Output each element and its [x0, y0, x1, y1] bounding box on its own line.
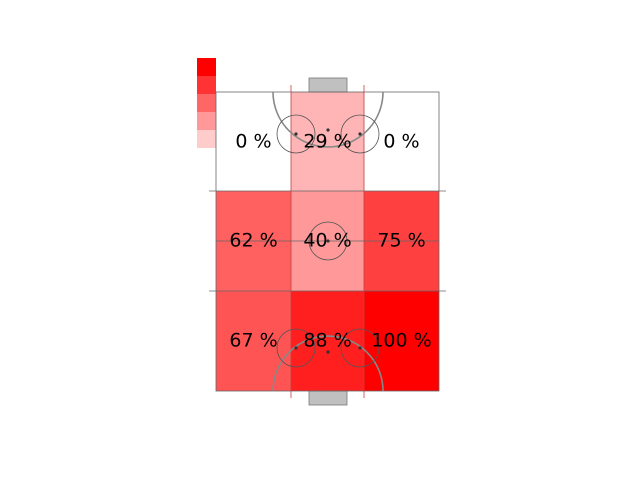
cell-label-r2-c1: 62 % — [229, 230, 277, 252]
top-right-spot — [358, 132, 362, 136]
bottom-goal — [308, 390, 348, 406]
cell-label-r1-c3: 0 % — [383, 131, 419, 153]
legend-swatch-4 — [197, 112, 216, 130]
cell-label-r1-c1: 0 % — [235, 131, 271, 153]
top-left-spot — [294, 132, 298, 136]
legend-swatch-3 — [197, 94, 216, 112]
top-right-faceoff-circle — [340, 114, 380, 154]
cell-label-r2-c3: 75 % — [377, 230, 425, 252]
cell-value-labels: 0 % 29 % 0 % 62 % 40 % 75 % 67 % 88 % 100 % — [229, 131, 431, 352]
heatmap-cell-r3-c3 — [364, 291, 439, 391]
bottom-arc — [272, 335, 384, 392]
bottom-center-spot — [326, 350, 330, 354]
bottom-right-faceoff-circle — [340, 328, 380, 368]
legend-swatch-2 — [197, 76, 216, 94]
cell-label-r3-c3: 100 % — [371, 330, 431, 352]
bottom-left-faceoff-circle — [276, 328, 316, 368]
center-circle — [308, 221, 348, 261]
cell-label-r2-c2: 40 % — [303, 230, 351, 252]
center-spot — [326, 239, 330, 243]
top-left-faceoff-circle — [276, 114, 316, 154]
bottom-left-spot — [294, 346, 298, 350]
cell-label-r3-c1: 67 % — [229, 330, 277, 352]
top-center-spot — [326, 128, 330, 132]
legend-swatch-1 — [197, 58, 216, 76]
pitch-boundary — [215, 91, 440, 392]
cell-label-r1-c2: 29 % — [303, 131, 351, 153]
top-arc — [272, 91, 384, 148]
heatmap-cell-r1-c3 — [364, 92, 439, 191]
cell-label-r3-c2: 88 % — [303, 330, 351, 352]
legend-swatch-5 — [197, 130, 216, 148]
top-goal — [308, 77, 348, 93]
bottom-right-spot — [358, 346, 362, 350]
pitch-markings — [209, 77, 446, 406]
color-scale-legend — [197, 58, 216, 148]
